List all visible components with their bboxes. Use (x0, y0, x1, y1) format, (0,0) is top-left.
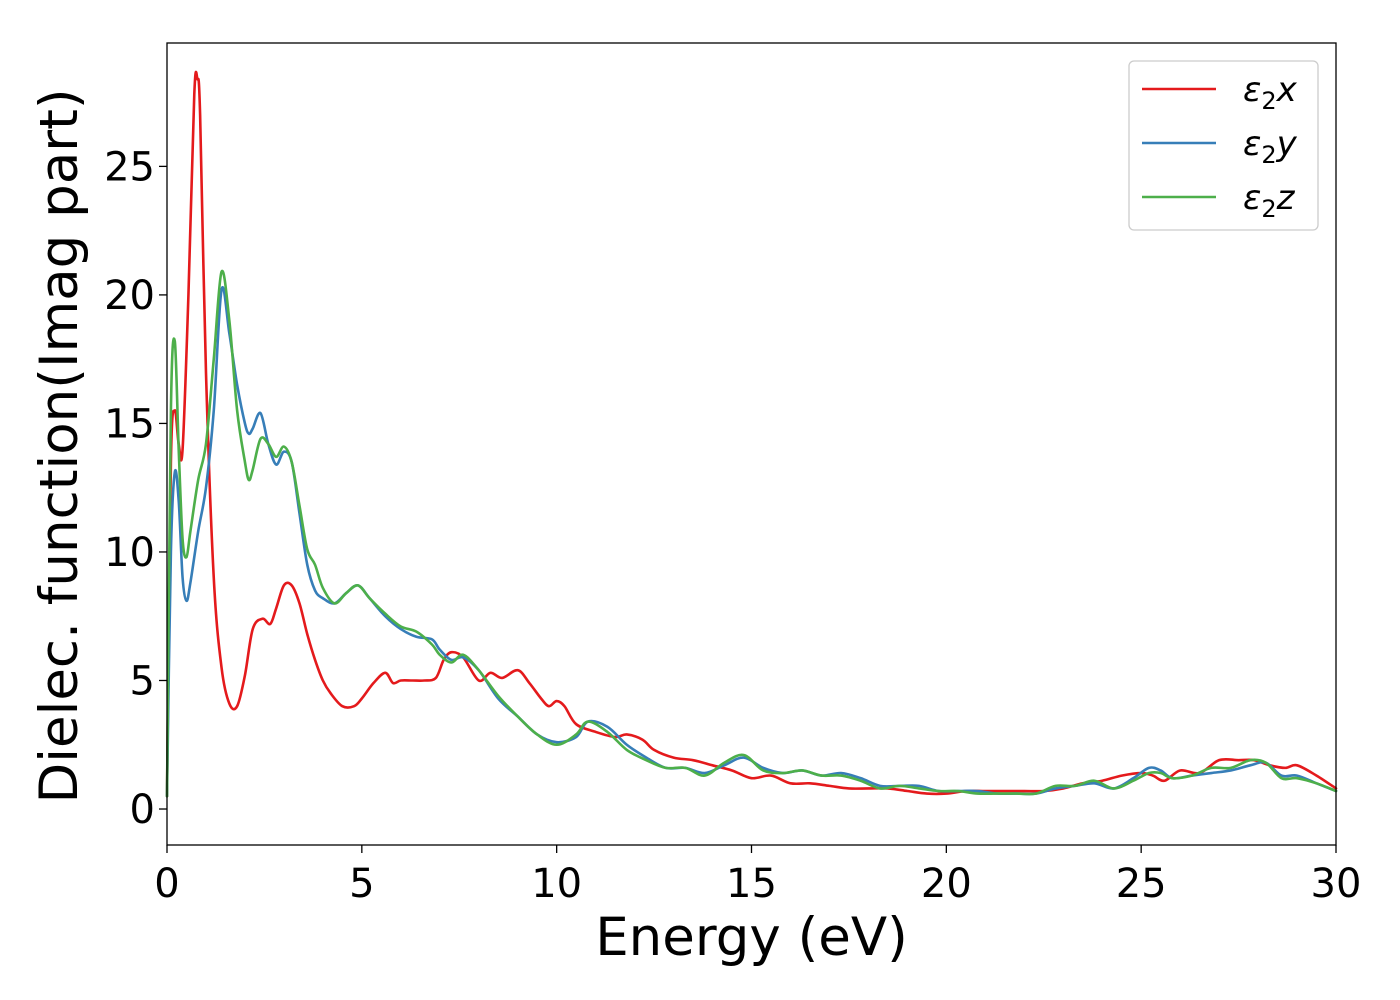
x-tick-label: 10 (531, 861, 582, 907)
legend-label-base: ε (1243, 70, 1261, 110)
x-tick-label: 30 (1311, 861, 1362, 907)
y-tick-label: 10 (104, 530, 155, 576)
x-tick-label: 15 (726, 861, 777, 907)
legend-label-x: ε2x (1243, 70, 1298, 115)
legend-label-z: ε2z (1243, 178, 1296, 223)
x-tick-label: 5 (349, 861, 374, 907)
legend-label-suffix: x (1276, 70, 1298, 110)
x-tick-label: 0 (154, 861, 179, 907)
y-tick-label: 0 (130, 787, 155, 833)
legend-label-subscript: 2 (1261, 141, 1276, 169)
x-tick-label: 25 (1116, 861, 1167, 907)
series-layer (165, 70, 1338, 798)
y-tick-label: 5 (130, 658, 155, 704)
legend-label-subscript: 2 (1261, 87, 1276, 115)
y-tick-label: 15 (104, 401, 155, 447)
series-line-y (165, 286, 1338, 798)
y-axis-label: Dielec. function(Imag part) (29, 88, 90, 803)
legend-label-base: ε (1243, 124, 1261, 164)
legend-label-base: ε (1243, 178, 1261, 218)
x-tick-label: 20 (921, 861, 972, 907)
y-tick-label: 25 (104, 144, 155, 190)
x-axis-ticks: 0 5 10 15 20 25 30 (154, 845, 1361, 907)
y-axis-ticks: 0 5 10 15 20 25 (104, 144, 167, 833)
y-tick-label: 20 (104, 273, 155, 319)
legend-label-suffix: z (1276, 178, 1296, 218)
legend-label-suffix: y (1276, 124, 1298, 164)
x-axis-label: Energy (eV) (595, 907, 908, 968)
legend-label-y: ε2y (1243, 124, 1298, 169)
legend-box (1128, 60, 1319, 231)
legend-label-subscript: 2 (1261, 195, 1276, 223)
series-line-z (165, 269, 1338, 798)
